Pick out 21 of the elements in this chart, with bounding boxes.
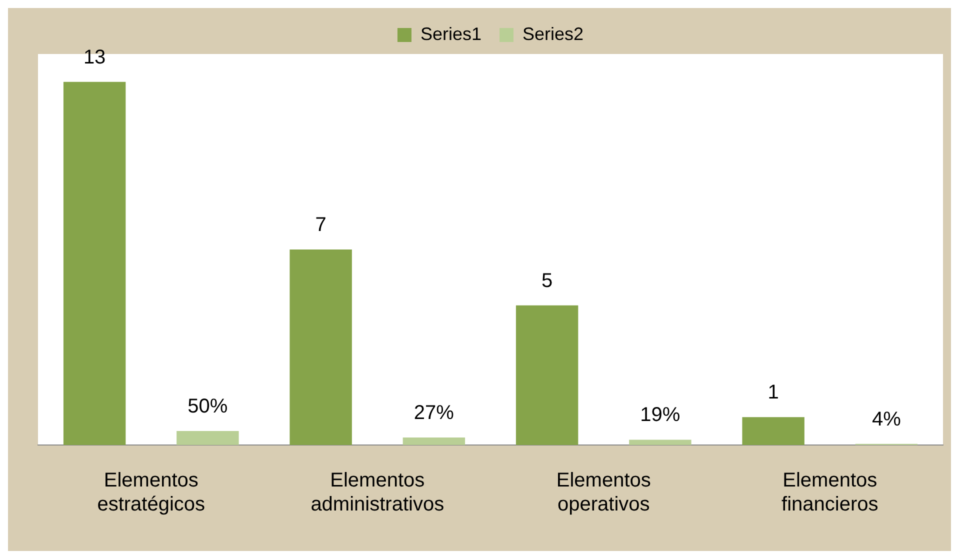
bar xyxy=(742,417,804,445)
bar xyxy=(629,440,692,445)
data-label: 50% xyxy=(188,396,228,418)
data-label: 1 xyxy=(768,382,779,404)
bar xyxy=(63,82,126,445)
legend-label: Series1 xyxy=(420,24,482,44)
data-label: 4% xyxy=(872,408,902,430)
bar xyxy=(290,250,352,445)
x-tick-label: Elementos operativos xyxy=(556,470,651,516)
x-tick-label: Elementos estratégicos xyxy=(97,470,206,516)
legend-label: Series2 xyxy=(522,24,584,44)
x-tick-label: Elementos financieros xyxy=(782,470,878,516)
data-label: 5 xyxy=(542,270,553,292)
x-tick-label: Elementos administrativos xyxy=(310,470,444,516)
bar xyxy=(516,305,578,445)
bar xyxy=(402,437,466,445)
data-label: 27% xyxy=(414,402,454,424)
data-label: 13 xyxy=(83,46,106,68)
data-label: 19% xyxy=(640,404,680,426)
data-label: 7 xyxy=(315,214,326,236)
bar xyxy=(176,431,239,445)
